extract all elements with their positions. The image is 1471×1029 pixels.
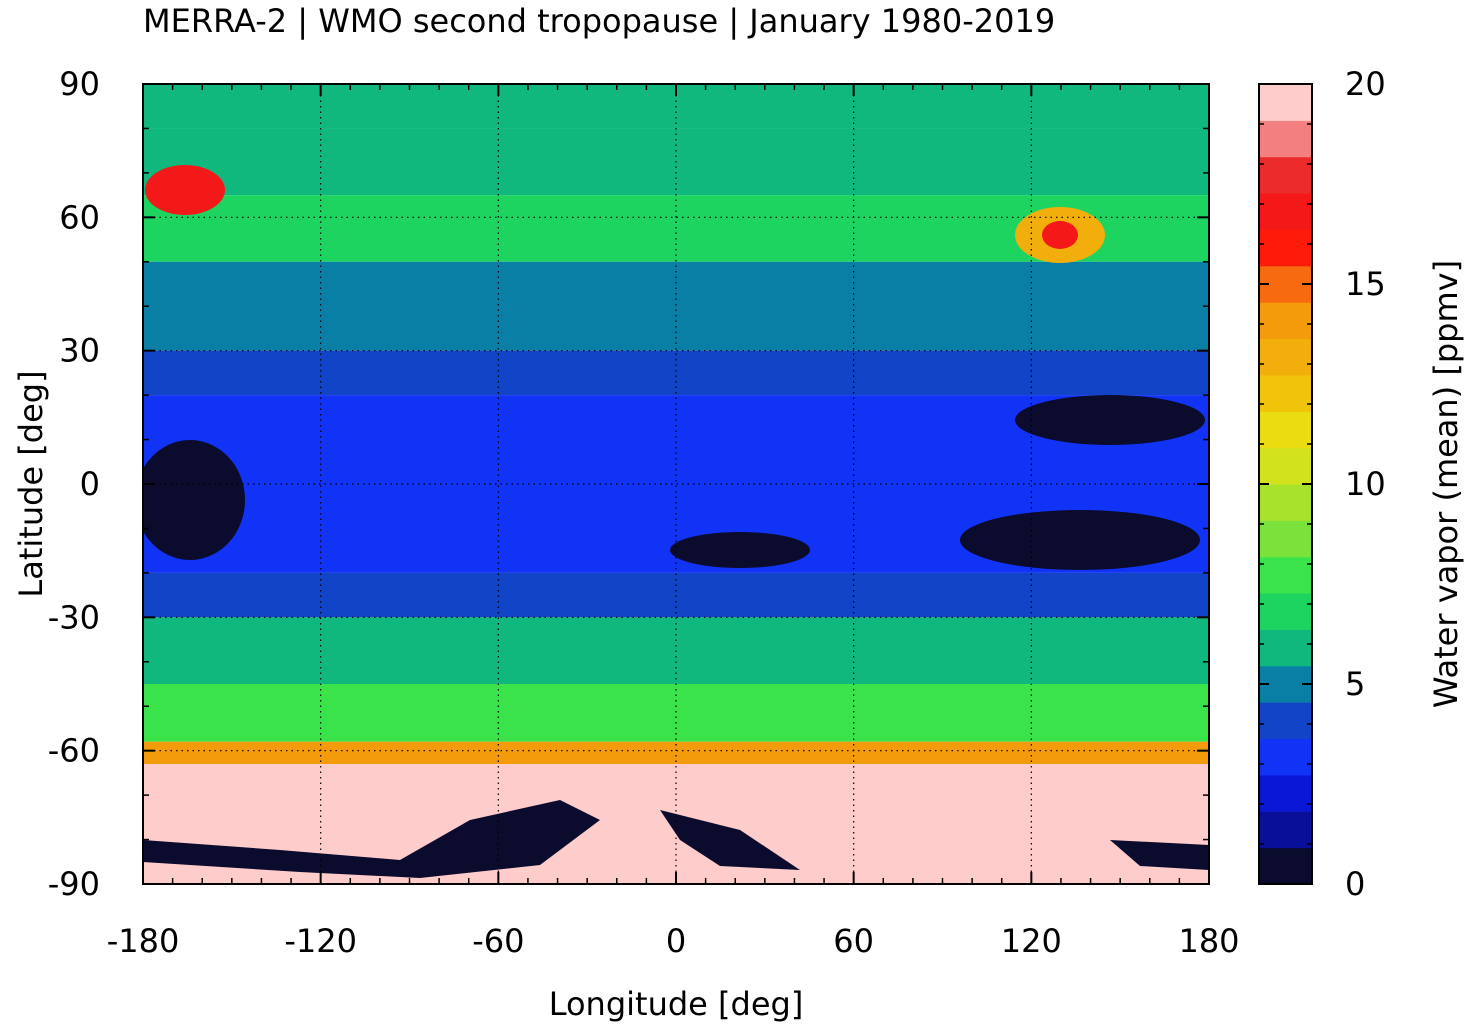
dry-patch-antarctica-west: [143, 800, 600, 878]
colorbar-swatch: [1259, 484, 1312, 521]
colorbar-swatch: [1259, 193, 1312, 230]
colorbar-tick-label: 0: [1345, 865, 1365, 903]
lat-band-4: [143, 350, 1209, 396]
colorbar-swatch: [1259, 811, 1312, 849]
x-axis: -180 -120 -60 0 60 120 180: [107, 84, 1240, 960]
colorbar-swatch: [1259, 229, 1312, 267]
dry-patch-africa: [670, 532, 810, 568]
colorbar-swatch: [1259, 774, 1312, 812]
colorbar-tick-label: 10: [1345, 465, 1386, 503]
y-tick-label: 0: [80, 465, 100, 503]
colorbar-tick-label: 5: [1345, 665, 1365, 703]
colorbar-swatch: [1259, 338, 1312, 376]
colorbar-swatch: [1259, 847, 1312, 885]
colorbar-label: Water vapor (mean) [ppmv]: [1427, 260, 1465, 708]
colorbar-swatch: [1259, 702, 1312, 740]
x-tick-label: 120: [1001, 922, 1062, 960]
x-axis-label: Longitude [deg]: [549, 985, 804, 1023]
colorbar-tick-label: 20: [1345, 65, 1386, 103]
colorbar-tick-label: 15: [1345, 265, 1386, 303]
x-tick-label: 60: [833, 922, 874, 960]
y-tick-label: -90: [48, 865, 100, 903]
moist-patch-alaska: [145, 165, 225, 215]
colorbar-swatch: [1259, 447, 1312, 485]
colorbar-swatch: [1259, 120, 1312, 158]
x-tick-label: 0: [666, 922, 686, 960]
grid: [143, 84, 1209, 884]
dry-patch-west-pacific: [1015, 395, 1205, 445]
x-tick-label: 180: [1178, 922, 1239, 960]
dry-patch-antarctica-ross: [660, 810, 800, 870]
y-tick-label: -30: [48, 598, 100, 636]
colorbar-swatch: [1259, 156, 1312, 194]
y-axis-label: Latitude [deg]: [12, 370, 50, 597]
lat-band-8: [143, 684, 1209, 742]
moist-patch-siberia-core: [1042, 221, 1078, 249]
colorbar-swatch: [1259, 738, 1312, 776]
colorbar-swatch: [1259, 411, 1312, 449]
y-tick-label: 60: [59, 198, 100, 236]
colorbar-swatch: [1259, 556, 1312, 594]
dry-patch-east-pacific: [143, 440, 245, 560]
dry-patch-antarctica-east: [1110, 840, 1209, 870]
colorbar-swatch: [1259, 629, 1312, 667]
chart-title: MERRA-2 | WMO second tropopause | Januar…: [143, 2, 1055, 40]
colorbar-swatch: [1259, 302, 1312, 340]
y-tick-label: -60: [48, 732, 100, 770]
colorbar-swatch: [1259, 374, 1312, 412]
y-tick-label: 30: [59, 332, 100, 370]
dry-patch-maritime-continent: [960, 510, 1200, 570]
lat-band-9: [143, 741, 1209, 764]
x-tick-label: -180: [107, 922, 180, 960]
colorbar-swatch: [1259, 84, 1312, 121]
anomaly-patches: [143, 165, 1209, 878]
x-tick-label: -120: [284, 922, 357, 960]
colorbar-ticks: 0 5 10 15 20: [1259, 65, 1386, 903]
y-tick-label: 90: [59, 65, 100, 103]
y-axis: -90 -60 -30 0 30 60 90: [48, 65, 1209, 903]
colorbar-swatch: [1259, 520, 1312, 558]
x-tick-label: -60: [472, 922, 524, 960]
colorbar-swatch: [1259, 593, 1312, 630]
